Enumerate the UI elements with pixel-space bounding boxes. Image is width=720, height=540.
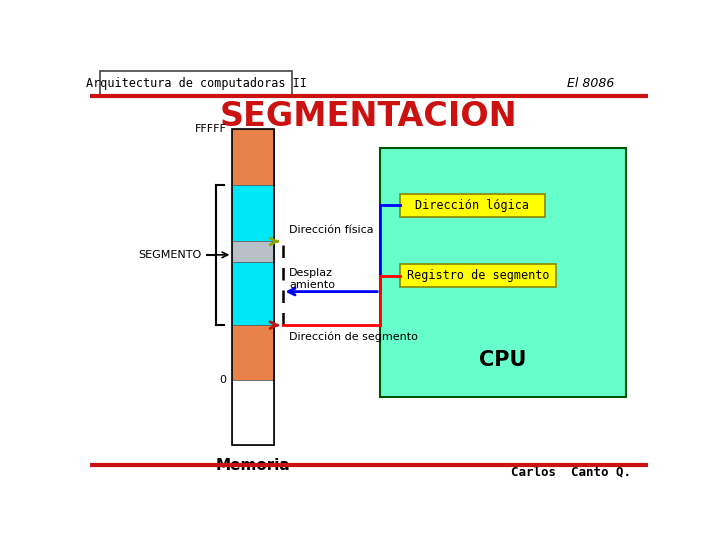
Text: Desplaz
amiento: Desplaz amiento	[289, 268, 336, 290]
Bar	[233, 325, 274, 381]
FancyBboxPatch shape	[100, 71, 292, 96]
Text: FFFFF: FFFFF	[195, 124, 227, 134]
Bar	[233, 241, 274, 262]
Text: 0: 0	[220, 375, 227, 386]
Bar	[380, 148, 626, 397]
Text: El 8086: El 8086	[567, 77, 615, 90]
Bar	[233, 129, 274, 185]
Text: CPU: CPU	[480, 350, 526, 370]
Text: Dirección de segmento: Dirección de segmento	[289, 332, 418, 342]
Bar	[400, 265, 556, 287]
Text: Carlos  Canto Q.: Carlos Canto Q.	[511, 465, 631, 478]
Text: SEGMENTO: SEGMENTO	[138, 250, 202, 260]
Text: Dirección lógica: Dirección lógica	[415, 199, 529, 212]
Text: Arquitectura de computadoras II: Arquitectura de computadoras II	[86, 77, 307, 90]
Text: Memoria: Memoria	[216, 458, 291, 472]
Bar	[233, 129, 274, 446]
Bar	[233, 185, 274, 241]
Bar	[400, 194, 545, 217]
Bar	[233, 262, 274, 325]
Text: Dirección física: Dirección física	[289, 225, 374, 235]
Text: Registro de segmento: Registro de segmento	[407, 269, 549, 282]
Bar	[233, 381, 274, 446]
Text: SEGMENTACIÓN: SEGMENTACIÓN	[220, 100, 518, 133]
